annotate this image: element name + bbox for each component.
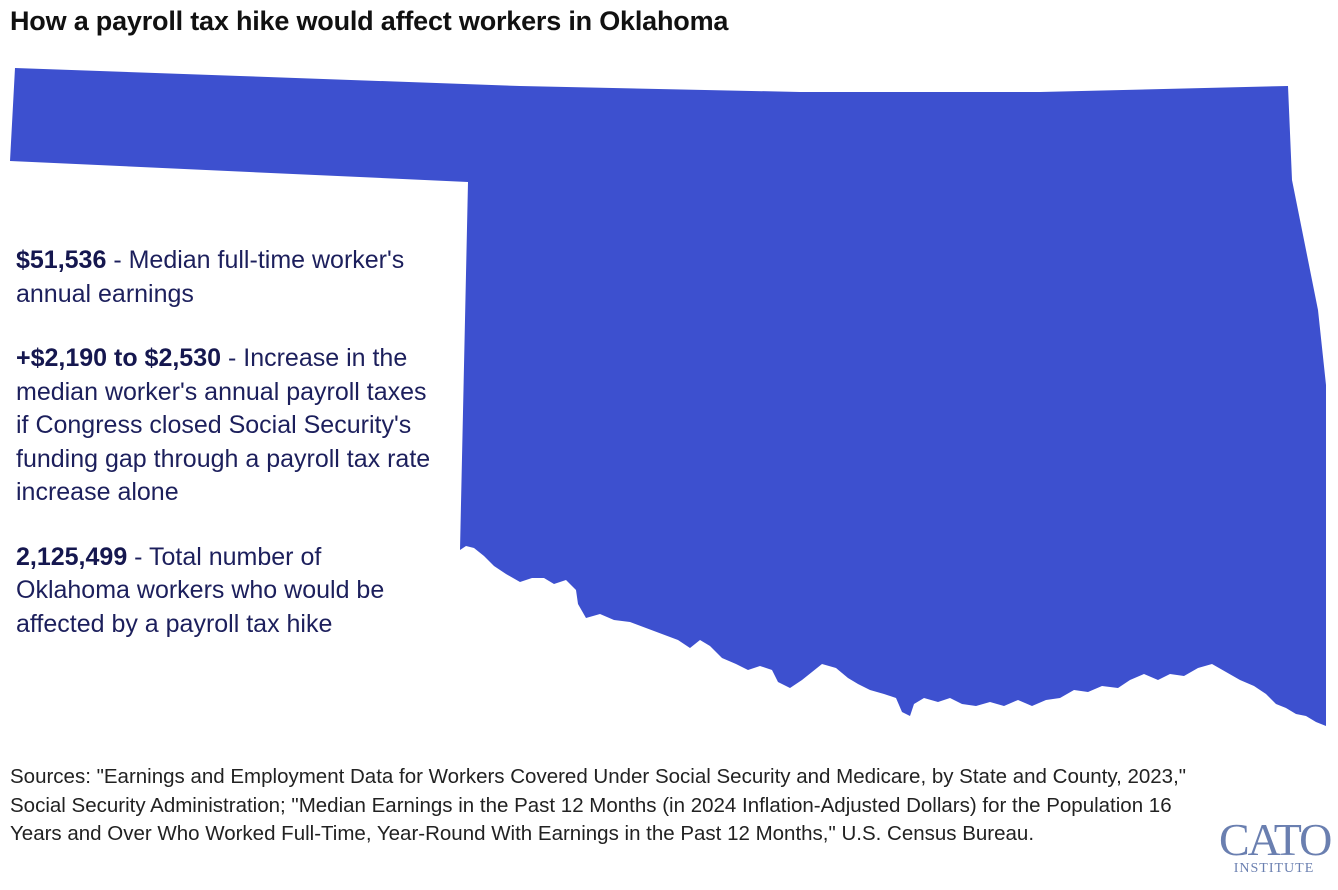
stat-value: +$2,190 to $2,530	[16, 344, 222, 372]
cato-institute-logo: CATO INSTITUTE	[1219, 814, 1332, 882]
stats-panel: $51,536 - Median full-time worker's annu…	[16, 244, 436, 672]
stat-description: - Increase in the median worker's annual…	[16, 344, 431, 506]
stat-total-workers: 2,125,499 - Total number of Oklahoma wor…	[16, 541, 436, 642]
logo-sub-text: INSTITUTE	[1233, 861, 1315, 876]
stat-value: 2,125,499	[16, 542, 128, 571]
stat-value: $51,536	[16, 246, 107, 274]
stat-description: - Median full-time worker's annual earni…	[16, 246, 405, 308]
stat-description: - Total number of Oklahoma workers who w…	[16, 542, 385, 638]
logo-main-text: CATO	[1219, 814, 1332, 865]
stat-tax-increase: +$2,190 to $2,530 - Increase in the medi…	[16, 342, 436, 510]
stat-median-earnings: $51,536 - Median full-time worker's annu…	[16, 244, 436, 311]
oklahoma-state-shape	[10, 68, 1326, 726]
sources-note: Sources: "Earnings and Employment Data f…	[10, 765, 1187, 845]
chart-title: How a payroll tax hike would affect work…	[10, 6, 729, 36]
